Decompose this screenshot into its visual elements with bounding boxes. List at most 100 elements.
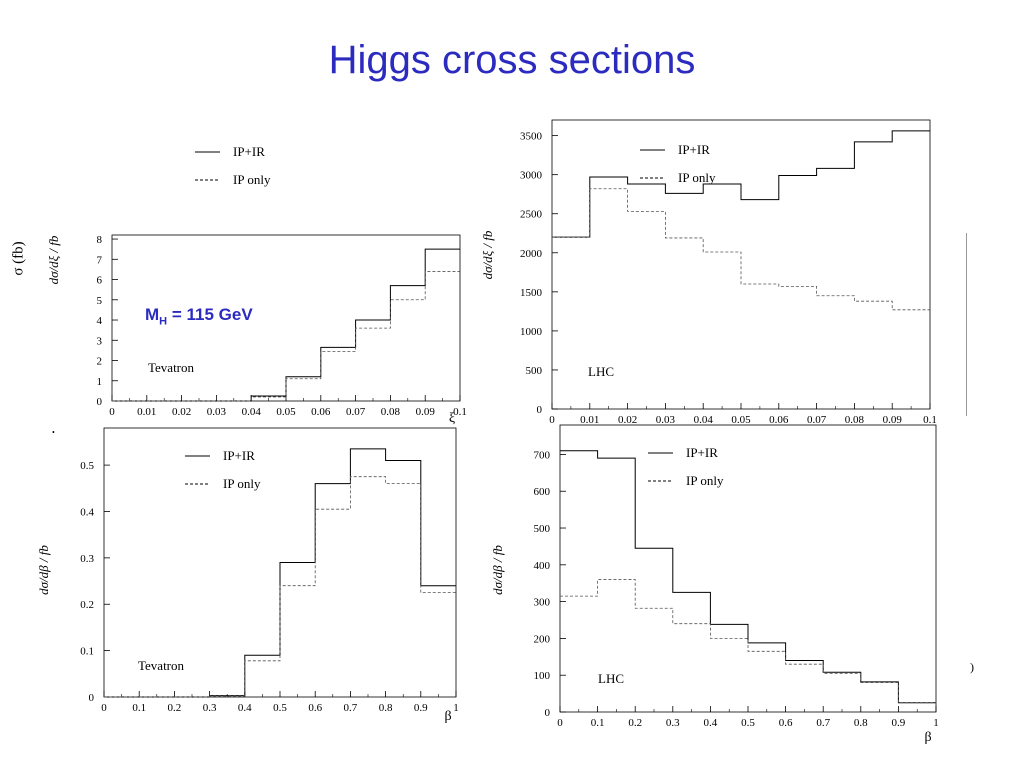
x-tick-label: 0.03 (656, 414, 676, 426)
series-ip-only-line (552, 188, 930, 311)
y-tick-label: 3 (97, 335, 103, 347)
legend-label: IP only (678, 170, 716, 185)
chart-lhc-xi: 0 0.01 0.02 0.03 0.04 0.05 0.06 0.07 0.08 0.09 0.1… (480, 119, 937, 426)
legend-label: IP+IR (678, 142, 710, 157)
legend-label: IP+IR (223, 448, 255, 463)
y-tick-label: 500 (534, 523, 551, 535)
y-tick-label: 0.4 (80, 506, 94, 518)
x-tick-label: 0.7 (344, 702, 358, 714)
series-ip-only-line (560, 579, 936, 704)
x-tick-label: 0.4 (238, 702, 252, 714)
x-tick-label: 0.8 (854, 717, 868, 729)
series-ip-ir-line (560, 450, 936, 704)
y-tick-label: 1500 (520, 287, 543, 299)
y-tick-label: 200 (534, 633, 551, 645)
y-tick-label: 0.1 (80, 646, 94, 658)
legend-label: IP only (233, 172, 271, 187)
slide-title: Higgs cross sections (328, 38, 696, 82)
y-tick-label: 2 (97, 356, 103, 368)
mass-label-subscript: H (159, 315, 168, 328)
x-tick-label: 1 (933, 717, 939, 729)
legend-label: IP only (686, 473, 724, 488)
x-tick-label: 0.06 (311, 406, 331, 418)
chart-tevatron-beta: 0 0.1 0.2 0.3 0.4 0.5 0.6 0.7 0.8 0.9 1 0 0.1 0.2 0.3 0… (36, 427, 459, 724)
x-tick-label: 0.6 (779, 717, 793, 729)
higgs-mass-label: MH = 115 GeV (145, 305, 253, 327)
x-tick-label: 0.5 (273, 702, 287, 714)
y-tick-label: 300 (534, 597, 551, 609)
x-tick-label: 0.08 (845, 414, 865, 426)
y-tick-label: 100 (534, 670, 551, 682)
series-ip-ir-line (552, 130, 930, 238)
x-tick-label: 0.07 (807, 414, 827, 426)
x-tick-label: 0.04 (242, 406, 262, 418)
x-axis-label: ξ (449, 411, 455, 426)
y-tick-label: 500 (526, 365, 543, 377)
y-axis-label: dσ/dξ / fb (480, 230, 495, 279)
chart-tevatron-xi: 0 0.01 0.02 0.03 0.04 0.05 0.06 0.07 0.08 0.09 0.1… (46, 144, 467, 426)
y-tick-label: 6 (97, 275, 103, 287)
x-tick-label: 0.8 (379, 702, 393, 714)
x-tick-label: 0.09 (416, 406, 436, 418)
x-tick-label: 0.4 (704, 717, 718, 729)
y-tick-label: 0.3 (80, 553, 94, 565)
x-tick-label: 0.02 (618, 414, 637, 426)
x-tick-label: 0.05 (276, 406, 296, 418)
plot-annotation: LHC (598, 671, 624, 686)
plot-frame (559, 424, 937, 713)
x-tick-label: 0.2 (168, 702, 182, 714)
x-tick-label: 0.3 (203, 702, 217, 714)
x-tick-label: 0.01 (580, 414, 599, 426)
y-tick-label: 0.5 (80, 460, 94, 472)
y-tick-label: 3000 (520, 170, 543, 182)
x-tick-label: 0.5 (741, 717, 755, 729)
x-tick-label: 0.07 (346, 406, 366, 418)
x-tick-label: 0.01 (137, 406, 156, 418)
x-tick-label: 0.7 (816, 717, 830, 729)
x-tick-label: 1 (453, 702, 459, 714)
y-axis-label: dσ/dξ / fb (46, 235, 61, 284)
x-tick-label: 0.08 (381, 406, 401, 418)
x-tick-label: 0.04 (694, 414, 714, 426)
series-ip-ir-line (104, 448, 456, 698)
y-axis-label: dσ/dβ / fb (36, 545, 51, 595)
chart-lhc-beta: 0 0.1 0.2 0.3 0.4 0.5 0.6 0.7 0.8 0.9 1 0 100 200 300 4… (490, 424, 939, 745)
legend-label: IP+IR (233, 144, 265, 159)
x-tick-label: 0.09 (883, 414, 903, 426)
sigma-axis-label: σ (fb) (10, 241, 27, 276)
x-tick-label: 0.1 (453, 406, 467, 418)
y-axis-label: dσ/dβ / fb (490, 545, 505, 595)
x-tick-label: 0 (557, 717, 563, 729)
x-tick-label: 0.1 (923, 414, 937, 426)
mass-label-prefix: M (145, 305, 160, 324)
x-tick-label: 0.06 (769, 414, 789, 426)
x-axis-label: β (924, 730, 931, 745)
y-tick-label: 400 (534, 560, 551, 572)
y-tick-label: 700 (534, 449, 551, 461)
mass-label-text: = 115 GeV (167, 305, 253, 324)
y-tick-label: 2000 (520, 248, 543, 260)
x-axis-label: β (444, 709, 451, 724)
plot-annotation: Tevatron (148, 360, 195, 375)
stray-paren: ) (970, 660, 974, 674)
y-tick-label: 0.2 (80, 599, 94, 611)
y-tick-label: 1000 (520, 326, 543, 338)
y-tick-label: 600 (534, 486, 551, 498)
x-tick-label: 0.1 (132, 702, 146, 714)
x-tick-label: 0.2 (628, 717, 642, 729)
legend-label: IP+IR (686, 445, 718, 460)
x-tick-label: 0.3 (666, 717, 680, 729)
x-tick-label: 0.9 (414, 702, 428, 714)
y-tick-label: 4 (97, 315, 103, 327)
x-tick-label: 0 (109, 406, 115, 418)
y-tick-label: 2500 (520, 209, 543, 221)
y-tick-label: 1 (97, 376, 103, 388)
y-tick-label: 8 (97, 234, 103, 246)
x-tick-label: 0.05 (731, 414, 751, 426)
y-tick-label: 0 (545, 707, 551, 719)
y-tick-label: 5 (97, 295, 103, 307)
y-tick-label: 7 (97, 254, 103, 266)
right-edge-line (966, 233, 967, 416)
y-tick-label: 0 (537, 404, 543, 416)
x-tick-label: 0.6 (308, 702, 322, 714)
